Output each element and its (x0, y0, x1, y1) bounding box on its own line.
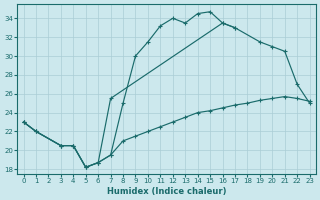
X-axis label: Humidex (Indice chaleur): Humidex (Indice chaleur) (107, 187, 226, 196)
